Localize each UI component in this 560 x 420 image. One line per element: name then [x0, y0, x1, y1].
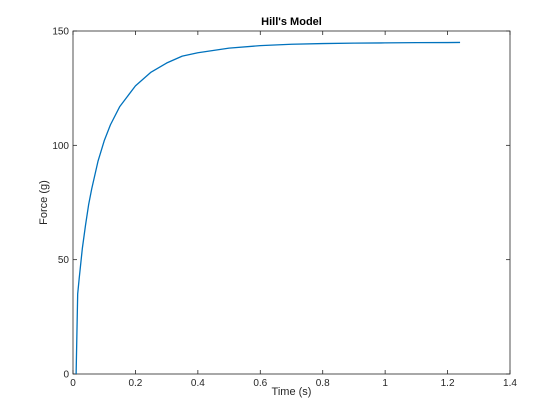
- x-tick-label: 1.2: [441, 378, 455, 389]
- series-group: [75, 41, 461, 375]
- plot-area: [72, 30, 511, 375]
- chart-title: Hill's Model: [261, 16, 322, 28]
- x-tick-label: 1: [382, 378, 388, 389]
- x-tick-label: 0.2: [128, 378, 142, 389]
- x-axis-label: Time (s): [272, 386, 312, 398]
- x-tick-label: 0.6: [253, 378, 267, 389]
- axis-ticks: [72, 30, 511, 375]
- y-tick-label: 50: [58, 255, 70, 266]
- y-tick-label: 100: [52, 141, 69, 152]
- x-tick-label: 1.4: [503, 378, 517, 389]
- series-line: [75, 41, 461, 375]
- axis-tick-labels: 0 0.2 0.4 0.6 0.8 1 1.2 1.4 0 50 100 150: [52, 27, 517, 390]
- y-tick-label: 150: [52, 27, 69, 38]
- x-tick-label: 0.4: [191, 378, 205, 389]
- x-tick-label: 0.8: [316, 378, 330, 389]
- y-axis-label: Force (g): [38, 180, 50, 225]
- x-tick-label: 0: [70, 378, 76, 389]
- y-tick-label: 0: [63, 370, 69, 381]
